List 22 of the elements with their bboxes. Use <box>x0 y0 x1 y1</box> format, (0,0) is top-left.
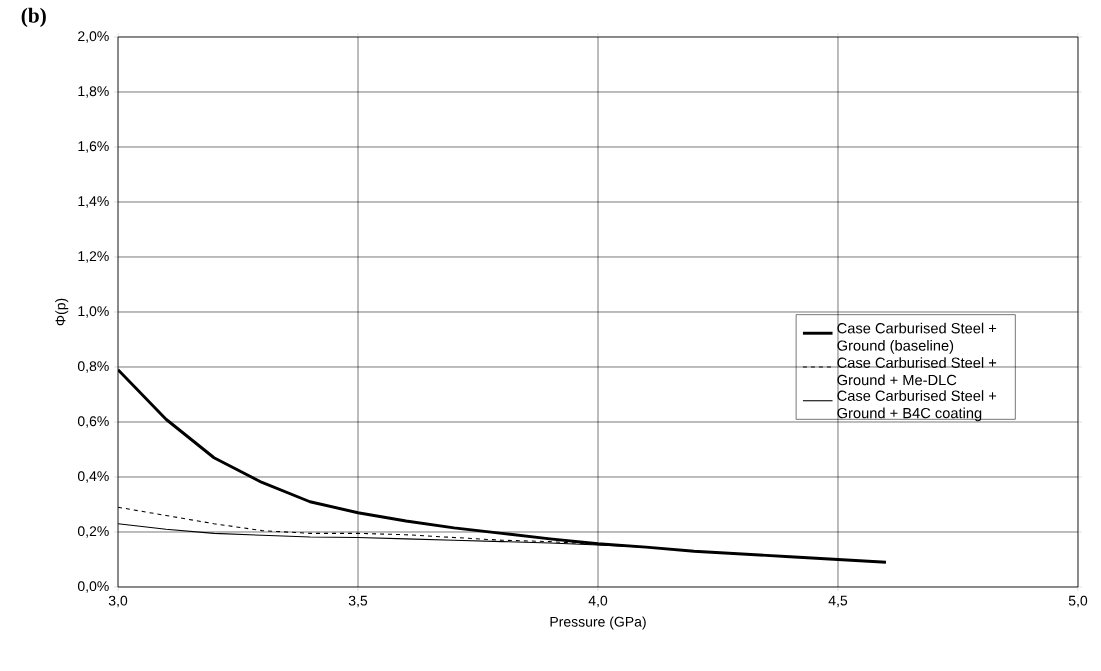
legend-label: Case Carburised Steel + Ground + Me-DLC <box>837 357 997 386</box>
legend-label: Case Carburised Steel + Ground (baseline) <box>837 322 997 354</box>
y-tick-label: 1,8% <box>78 86 109 98</box>
x-axis-title: Pressure (GPa) <box>550 616 646 630</box>
y-tick-label: 1,4% <box>78 196 109 208</box>
y-tick-label: 0,4% <box>77 471 109 483</box>
y-tick-label: 1,6% <box>78 141 109 153</box>
x-tick-label: 3,0 <box>108 595 128 608</box>
y-tick-label: 0,6% <box>77 416 109 428</box>
y-axis-title: Φ(p) <box>55 298 69 326</box>
y-tick-label: 1,0% <box>78 306 109 318</box>
y-tick-label: 0,2% <box>77 526 109 538</box>
x-tick-label: 3,5 <box>348 595 368 608</box>
y-tick-label: 0,0% <box>77 581 109 593</box>
y-tick-label: 0,8% <box>77 361 109 373</box>
chart-title: (b) <box>21 7 46 28</box>
y-tick-label: 2,0% <box>78 31 109 43</box>
x-tick-label: 4,5 <box>828 595 848 608</box>
y-tick-label: 1,2% <box>78 251 109 263</box>
legend-label: Case Carburised Steel + Ground + B4C coating <box>837 390 997 422</box>
x-tick-label: 5,0 <box>1068 595 1088 608</box>
x-tick-label: 4,0 <box>588 595 608 608</box>
